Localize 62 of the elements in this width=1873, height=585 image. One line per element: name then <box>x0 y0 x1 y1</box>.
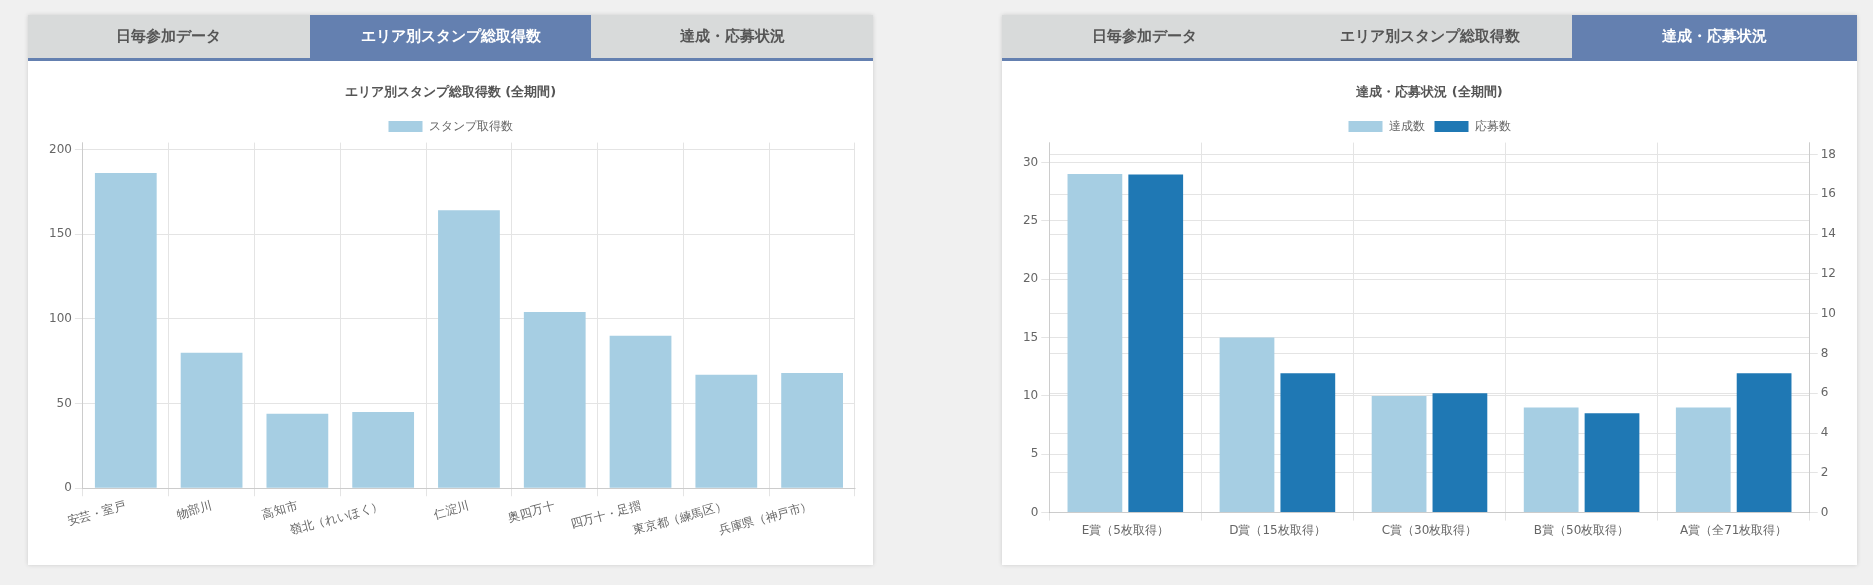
legend-label: 応募数 <box>1474 118 1511 133</box>
y-tick-label: 0 <box>64 480 72 495</box>
bar <box>523 312 586 488</box>
y-tick-label: 150 <box>49 226 72 241</box>
legend-label: スタンプ取得数 <box>428 118 513 133</box>
bar <box>1675 407 1731 513</box>
y-tick-label: 20 <box>1022 271 1039 286</box>
x-tick-label: B賞（50枚取得） <box>1533 522 1630 537</box>
text: 日毎参加データ <box>1002 15 1287 58</box>
y2-tick-label: 10 <box>1820 305 1837 320</box>
bar <box>1584 413 1640 513</box>
bar <box>695 374 758 488</box>
x-tick-label: 物部川 <box>174 498 214 522</box>
bar <box>1523 407 1579 513</box>
bar <box>438 210 500 488</box>
x-tick-label: 奥四万十 <box>506 498 557 525</box>
y-tick-label: 15 <box>1022 329 1039 344</box>
bar <box>1219 337 1275 513</box>
bar <box>352 412 415 488</box>
y2-tick-label: 8 <box>1820 345 1829 360</box>
text: 日毎参加データ <box>28 15 310 58</box>
bar <box>781 373 843 488</box>
y2-tick-label: 2 <box>1820 464 1829 479</box>
y2-tick-label: 12 <box>1820 266 1837 281</box>
y-tick-label: 0 <box>1030 504 1039 519</box>
y2-tick-label: 0 <box>1820 504 1829 519</box>
y2-tick-label: 18 <box>1820 146 1837 161</box>
bar <box>1067 174 1123 513</box>
y2-tick-label: 6 <box>1820 385 1829 400</box>
bar <box>1280 373 1336 513</box>
y2-tick-label: 4 <box>1820 425 1829 440</box>
y-tick-label: 50 <box>56 395 72 410</box>
text: 達成・応募状況 <box>1572 15 1857 58</box>
y2-tick-label: 14 <box>1820 226 1837 241</box>
y-tick-label: 30 <box>1022 154 1039 169</box>
bar <box>266 413 329 488</box>
bar <box>94 173 157 488</box>
y-tick-label: 25 <box>1022 212 1039 227</box>
chart-title: エリア別スタンプ総取得数 (全期間) <box>344 84 557 100</box>
text: 達成・応募状況 <box>591 15 874 58</box>
bar <box>1128 174 1184 513</box>
x-tick-label: C賞（30枚取得） <box>1381 522 1478 537</box>
x-tick-label: D賞（15枚取得） <box>1229 522 1326 537</box>
bar <box>1736 373 1792 513</box>
bar <box>1432 393 1488 513</box>
y-tick-label: 200 <box>49 141 72 156</box>
chart-title: 達成・応募状況 (全期間) <box>1355 84 1503 100</box>
text: エリア別スタンプ総取得数 <box>309 15 592 58</box>
y-tick-label: 10 <box>1022 388 1039 403</box>
y-tick-label: 100 <box>49 310 72 325</box>
y2-tick-label: 16 <box>1820 186 1837 201</box>
y-tick-label: 5 <box>1030 446 1039 461</box>
x-tick-label: 高知市 <box>260 498 299 522</box>
legend-label: 達成数 <box>1388 118 1425 133</box>
bar <box>609 335 672 488</box>
bar <box>180 352 243 488</box>
x-tick-label: E賞（5枚取得） <box>1081 522 1169 537</box>
bar <box>1371 395 1427 513</box>
x-tick-label: A賞（全71枚取得） <box>1679 522 1788 537</box>
x-tick-label: 仁淀川 <box>431 498 471 522</box>
text: エリア別スタンプ総取得数 <box>1287 15 1572 58</box>
x-tick-label: 安芸・室戸 <box>65 498 128 528</box>
